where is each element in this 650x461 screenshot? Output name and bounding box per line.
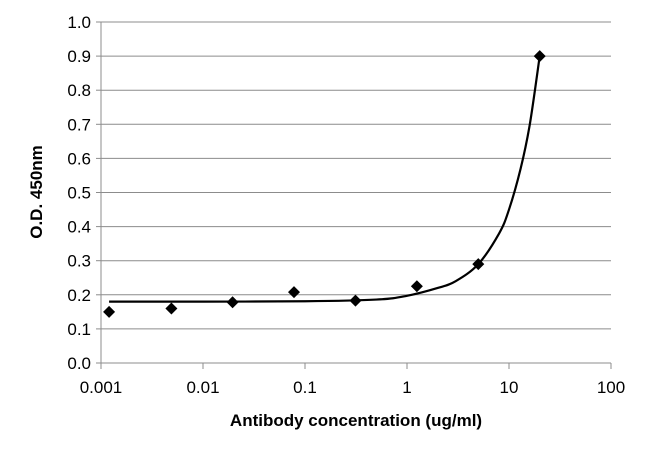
- data-point-marker: [349, 294, 362, 307]
- data-point-marker: [226, 296, 239, 309]
- y-tick-label: 0.1: [67, 320, 91, 339]
- fit-curve: [109, 55, 541, 303]
- axis-layer: [96, 21, 612, 369]
- data-point-marker: [287, 286, 300, 299]
- y-tick-label: 0.8: [67, 81, 91, 100]
- data-point-marker: [472, 258, 485, 271]
- y-tick-label: 0.6: [67, 149, 91, 168]
- data-point-marker: [103, 305, 116, 318]
- x-tick-label: 0.1: [293, 378, 317, 397]
- x-axis-title: Antibody concentration (ug/ml): [230, 411, 482, 430]
- x-tick-label: 100: [597, 378, 625, 397]
- y-tick-label: 0.3: [67, 252, 91, 271]
- x-tick-label: 0.01: [186, 378, 219, 397]
- x-tick-label: 1: [402, 378, 411, 397]
- data-point-marker: [533, 50, 546, 63]
- data-point-marker: [410, 280, 423, 293]
- y-tick-label: 0.9: [67, 47, 91, 66]
- fit-curve-layer: [109, 55, 541, 303]
- tick-label-layer: 0.0 0.1 0.2 0.3 0.4 0.5 0.6 0.7 0.8 0.9 1.0 0.001 0.…: [67, 13, 625, 397]
- grid-layer: [101, 21, 611, 364]
- y-tick-label: 0.5: [67, 184, 91, 203]
- x-tick-label: 10: [500, 378, 519, 397]
- y-tick-label: 0.2: [67, 286, 91, 305]
- y-tick-label: 1.0: [67, 13, 91, 32]
- y-tick-label: 0.4: [67, 218, 91, 237]
- x-tick-label: 0.001: [80, 378, 123, 397]
- data-point-layer: [103, 50, 546, 318]
- y-tick-label: 0.0: [67, 354, 91, 373]
- y-axis-title: O.D. 450nm: [27, 145, 46, 239]
- data-point-marker: [165, 302, 178, 315]
- y-tick-label: 0.7: [67, 115, 91, 134]
